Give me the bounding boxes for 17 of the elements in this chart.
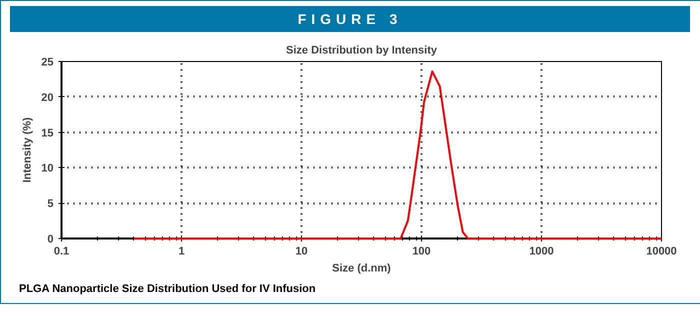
chart-subtitle: Size Distribution by Intensity bbox=[286, 44, 438, 56]
x-tick-label: 1000 bbox=[529, 246, 554, 258]
y-axis-title: Intensity (%) bbox=[21, 116, 34, 183]
x-axis-title: Size (d.nm) bbox=[332, 262, 392, 274]
y-tick-label: 25 bbox=[41, 56, 54, 68]
text: PLGA Nanoparticle Size Distribution Used for IV Infusion bbox=[19, 282, 316, 297]
x-tick-label: 10 bbox=[295, 246, 308, 258]
x-tick-label: 10000 bbox=[646, 246, 677, 258]
y-tick-label: 10 bbox=[41, 162, 54, 175]
x-tick-label: 0.1 bbox=[54, 246, 70, 258]
x-tick-label: 100 bbox=[412, 246, 431, 258]
chart-title: FIGURE 3 bbox=[298, 10, 402, 29]
y-tick-label: 15 bbox=[41, 127, 54, 140]
y-tick-label: 0 bbox=[47, 234, 54, 246]
x-tick-label: 1 bbox=[178, 246, 185, 258]
y-tick-label: 20 bbox=[41, 92, 54, 104]
y-tick-label: 5 bbox=[47, 198, 54, 210]
